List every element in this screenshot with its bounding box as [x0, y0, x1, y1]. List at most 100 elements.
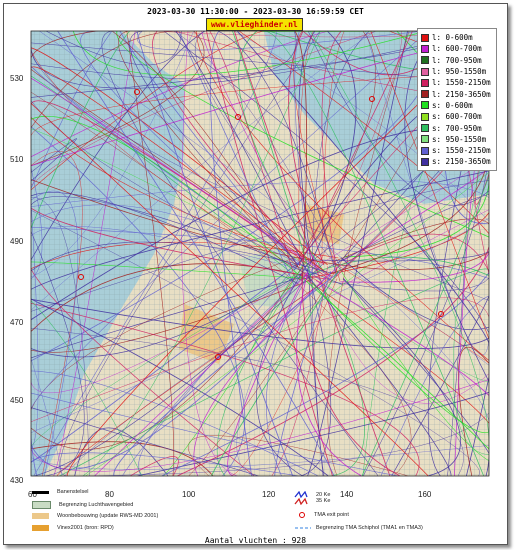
legend-item-runway: Banenstelsel	[32, 489, 89, 495]
legend-item: l: 0-600m	[421, 32, 493, 43]
legend-swatch	[421, 67, 429, 76]
flight-track	[31, 179, 489, 234]
airport-swatch	[32, 501, 51, 509]
flight-track	[31, 298, 489, 349]
flight-track	[31, 226, 318, 275]
noise-contour-icon	[294, 491, 308, 505]
flight-track	[211, 270, 339, 476]
flight-track	[31, 452, 299, 476]
flight-track	[31, 358, 63, 476]
legend-label: Woonbebouwing (update RWS-MD 2001)	[57, 513, 159, 519]
legend-item: s: 700-950m	[421, 122, 493, 133]
flight-track	[31, 210, 480, 476]
flight-track	[175, 31, 309, 275]
x-tick-label: 60	[28, 490, 37, 499]
flight-track	[45, 31, 182, 66]
legend-swatch	[421, 90, 429, 99]
flight-track	[342, 278, 489, 469]
flight-track	[201, 31, 317, 265]
tma-exit-point	[235, 114, 241, 120]
flight-track	[31, 226, 489, 279]
legend-swatch	[421, 78, 429, 87]
legend-swatch	[421, 44, 429, 53]
legend-label: l: 950-1550m	[432, 67, 487, 77]
flight-track	[31, 31, 194, 278]
flight-track	[31, 273, 302, 358]
flight-track	[328, 194, 489, 268]
flight-track	[206, 31, 333, 476]
flight-track	[391, 287, 489, 476]
y-tick-label: 510	[10, 155, 24, 164]
flight-track	[210, 266, 328, 476]
x-tick-label: 140	[340, 490, 354, 499]
legend-label: l: 600-700m	[432, 44, 482, 54]
flight-track	[31, 31, 293, 191]
legend-item: l: 700-950m	[421, 55, 493, 66]
flight-track	[56, 277, 330, 476]
flight-track	[288, 31, 325, 266]
flight-track	[31, 126, 246, 476]
flight-track	[31, 92, 32, 187]
tma-exit-icon	[299, 512, 305, 518]
flight-track	[293, 31, 345, 282]
flight-track	[488, 424, 489, 447]
x-tick-label: 120	[262, 490, 276, 499]
flight-track	[178, 31, 295, 286]
legend-label: l: 1550-2150m	[432, 78, 491, 88]
site-badge[interactable]: www.vlieghinder.nl	[206, 18, 303, 31]
flight-track	[177, 246, 489, 476]
flight-track	[330, 260, 489, 366]
flight-track	[361, 135, 489, 476]
legend-item-airport: Begrenzing Luchthavengebied	[32, 501, 133, 509]
tma-exit-point	[438, 311, 444, 317]
flight-track	[31, 31, 273, 261]
flight-track	[31, 31, 146, 189]
flight-track	[31, 31, 205, 167]
flight-track	[307, 31, 489, 206]
flight-track	[274, 271, 332, 476]
x-tick-label: 160	[418, 490, 432, 499]
flight-track	[488, 382, 489, 426]
flight-track	[52, 31, 136, 476]
flight-track	[31, 183, 326, 280]
flight-track	[57, 31, 335, 476]
flight-track	[234, 31, 391, 476]
flight-track	[31, 302, 420, 476]
flight-track	[340, 257, 489, 331]
flight-track	[269, 268, 332, 476]
flight-track	[31, 31, 428, 409]
legend-item: l: 600-700m	[421, 43, 493, 54]
flight-track	[488, 183, 489, 438]
altitude-legend: l: 0-600m l: 600-700m l: 700-950m l: 950-15…	[417, 28, 497, 171]
flight-track	[31, 31, 377, 243]
legend-label: s: 0-600m	[432, 100, 473, 110]
flight-track	[312, 242, 489, 262]
flight-track	[31, 200, 39, 449]
flight-track	[312, 31, 370, 476]
tma-exit-point	[215, 354, 221, 360]
flight-track	[59, 268, 489, 476]
legend-label: 20 Ke 35 Ke	[316, 492, 331, 504]
legend-swatch	[421, 56, 429, 65]
flight-track	[82, 31, 321, 476]
flight-track	[266, 262, 318, 476]
flight-track	[31, 196, 90, 476]
legend-item: l: 950-1550m	[421, 66, 493, 77]
legend-label: s: 700-950m	[432, 123, 482, 133]
flight-track	[31, 31, 161, 229]
flight-track	[31, 91, 412, 476]
legend-item: s: 2150-3650m	[421, 156, 493, 167]
flight-track	[31, 190, 79, 476]
flight-track	[31, 151, 83, 476]
flight-track	[321, 31, 389, 261]
flight-track	[31, 297, 489, 423]
legend-label: l: 2150-3650m	[432, 89, 491, 99]
flight-track	[319, 277, 365, 476]
legend-label: Begrenzing Luchthavengebied	[59, 502, 134, 508]
flight-track	[31, 77, 333, 279]
legend-swatch	[421, 146, 429, 155]
flight-track	[80, 31, 321, 281]
flight-track	[31, 51, 326, 286]
flight-track	[31, 138, 77, 182]
flight-tracks	[31, 31, 489, 476]
